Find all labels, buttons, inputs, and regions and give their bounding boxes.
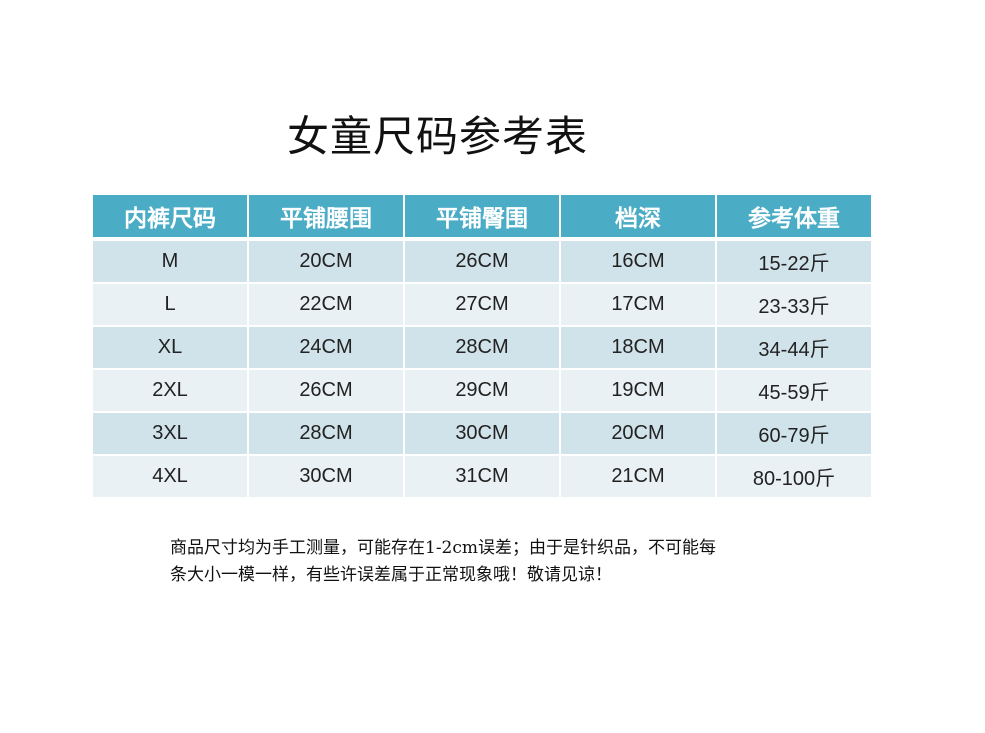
header-panty-size: 内裤尺码 <box>93 193 249 241</box>
cell-rise: 17CM <box>559 282 717 327</box>
cell-hip: 31CM <box>403 454 561 499</box>
table-row: L 22CM 27CM 17CM 23-33斤 <box>93 282 871 327</box>
cell-waist: 28CM <box>247 411 405 456</box>
cell-waist: 30CM <box>247 454 405 499</box>
measurement-note: 商品尺寸均为手工测量，可能存在1-2cm误差；由于是针织品，不可能每 条大小一模… <box>170 535 820 589</box>
cell-size: 3XL <box>93 411 249 456</box>
table-row: XL 24CM 28CM 18CM 34-44斤 <box>93 325 871 370</box>
cell-waist: 20CM <box>247 238 405 284</box>
cell-hip: 26CM <box>403 238 561 284</box>
page-title: 女童尺码参考表 <box>287 112 589 161</box>
cell-weight: 60-79斤 <box>715 411 871 456</box>
cell-weight: 23-33斤 <box>715 282 871 327</box>
cell-hip: 28CM <box>403 325 561 370</box>
note-line-2: 条大小一模一样，有些许误差属于正常现象哦！敬请见谅！ <box>170 565 612 585</box>
table-row: 2XL 26CM 29CM 19CM 45-59斤 <box>93 368 871 413</box>
cell-size: XL <box>93 325 249 370</box>
table-row: 4XL 30CM 31CM 21CM 80-100斤 <box>93 454 871 499</box>
cell-size: 2XL <box>93 368 249 413</box>
cell-size: M <box>93 238 249 284</box>
header-rise: 档深 <box>559 193 717 241</box>
cell-rise: 19CM <box>559 368 717 413</box>
size-chart-table: 内裤尺码 平铺腰围 平铺臀围 档深 参考体重 M 20CM 26CM 16CM … <box>93 193 871 499</box>
cell-rise: 16CM <box>559 238 717 284</box>
cell-weight: 45-59斤 <box>715 368 871 413</box>
cell-size: 4XL <box>93 454 249 499</box>
cell-waist: 24CM <box>247 325 405 370</box>
header-hip: 平铺臀围 <box>403 193 561 241</box>
cell-rise: 20CM <box>559 411 717 456</box>
header-waist: 平铺腰围 <box>247 193 405 241</box>
cell-waist: 22CM <box>247 282 405 327</box>
table-row: M 20CM 26CM 16CM 15-22斤 <box>93 238 871 284</box>
cell-size: L <box>93 282 249 327</box>
cell-rise: 18CM <box>559 325 717 370</box>
table-row: 3XL 28CM 30CM 20CM 60-79斤 <box>93 411 871 456</box>
cell-hip: 30CM <box>403 411 561 456</box>
cell-hip: 29CM <box>403 368 561 413</box>
cell-weight: 15-22斤 <box>715 238 871 284</box>
cell-weight: 34-44斤 <box>715 325 871 370</box>
table-header-row: 内裤尺码 平铺腰围 平铺臀围 档深 参考体重 <box>93 193 871 241</box>
cell-rise: 21CM <box>559 454 717 499</box>
cell-hip: 27CM <box>403 282 561 327</box>
note-line-1: 商品尺寸均为手工测量，可能存在1-2cm误差；由于是针织品，不可能每 <box>170 538 717 558</box>
cell-waist: 26CM <box>247 368 405 413</box>
header-weight: 参考体重 <box>715 193 871 241</box>
cell-weight: 80-100斤 <box>715 454 871 499</box>
